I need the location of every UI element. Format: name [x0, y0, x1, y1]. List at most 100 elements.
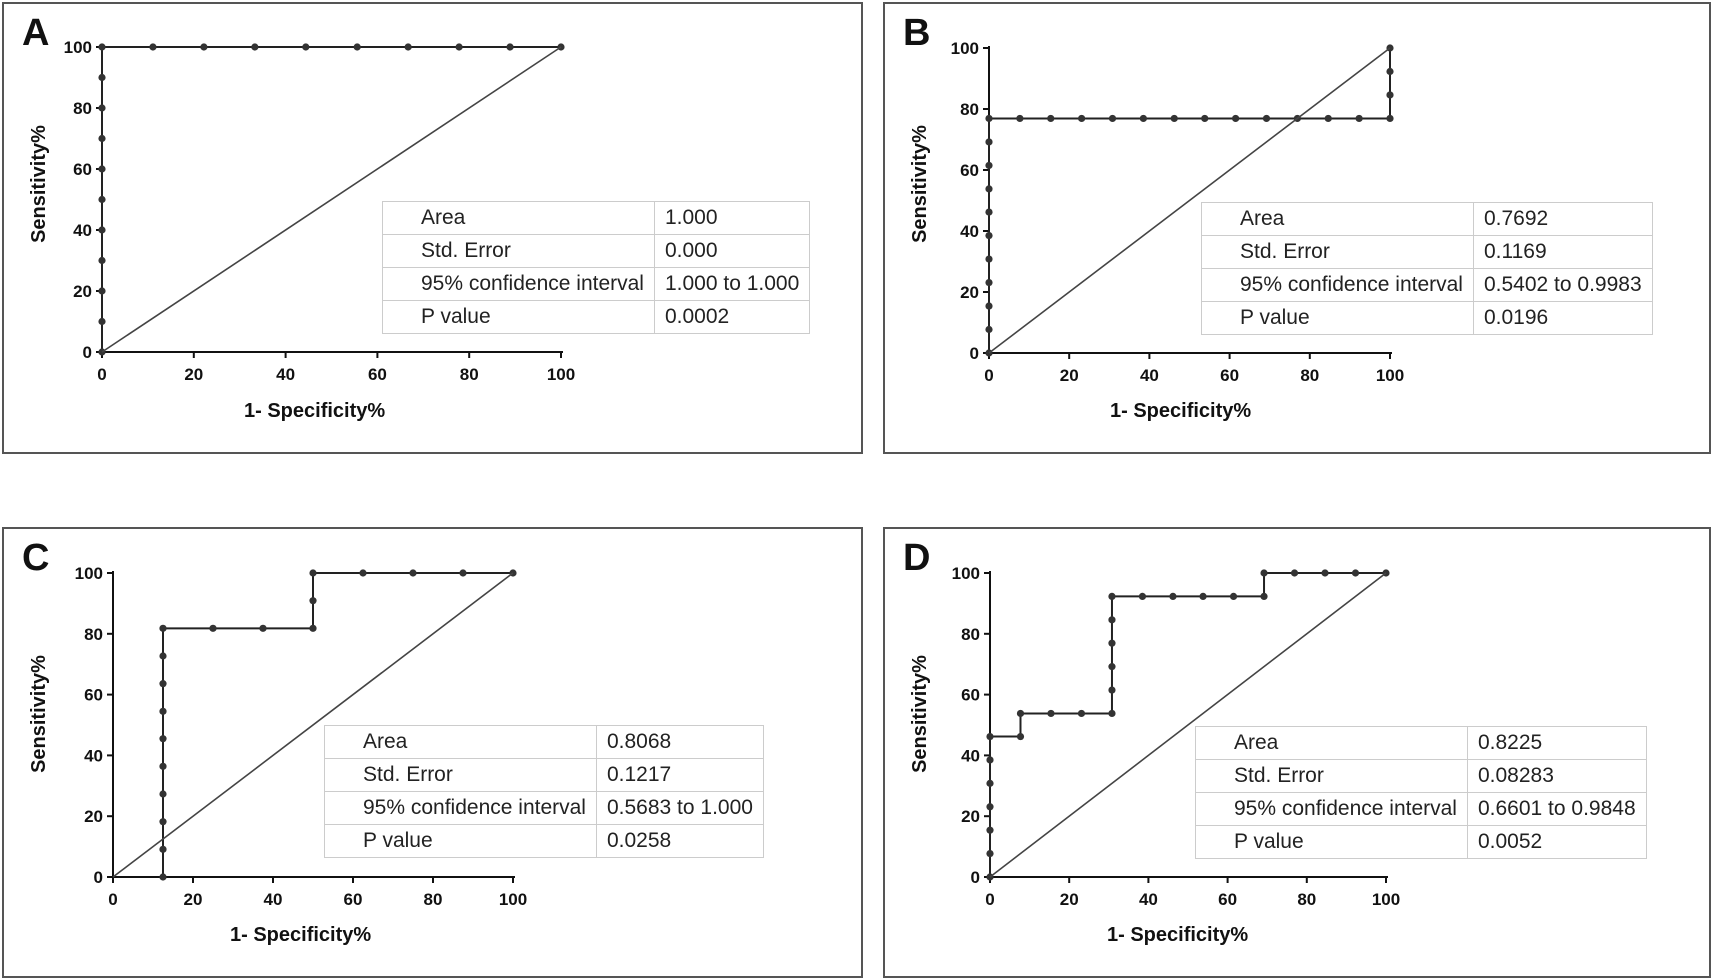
stats-label: Std. Error: [324, 758, 597, 792]
stats-table: Area 0.7692 Std. Error 0.1169 95% confiden…: [1201, 202, 1653, 335]
stats-label: Area: [382, 201, 655, 235]
stats-value: 0.0258: [595, 824, 764, 858]
y-tick-label: 0: [94, 868, 103, 887]
roc-data-point: [986, 803, 994, 811]
roc-data-point: [985, 255, 993, 263]
x-tick-label: 20: [1060, 366, 1079, 385]
roc-data-point: [985, 208, 993, 216]
roc-data-point: [409, 569, 417, 577]
roc-data-point: [98, 165, 106, 173]
roc-chart-a: 0 20 40 60 80 100 0 20 40 60 80 100: [64, 38, 576, 384]
x-axis-label: 1- Specificity%: [244, 400, 386, 422]
roc-data-point: [506, 43, 514, 51]
stats-label: 95% confidence interval: [382, 267, 655, 301]
roc-data-point: [159, 624, 167, 632]
stats-table: Area 0.8225 Std. Error 0.08283 95% confide…: [1195, 726, 1647, 859]
roc-data-point: [159, 707, 167, 715]
x-tick-label: 60: [1218, 890, 1237, 909]
y-tick-label: 0: [970, 344, 979, 363]
stats-label: Area: [324, 725, 597, 759]
panel-label: B: [903, 12, 931, 54]
stats-value: 0.0196: [1472, 301, 1653, 335]
roc-panel-d: 0 20 40 60 80 100 0 20 40 60 80 100 D Sensitivity% …: [883, 527, 1711, 978]
y-tick-label: 20: [960, 283, 979, 302]
y-tick-label: 40: [961, 746, 980, 765]
stats-row: P value 0.0258: [324, 824, 764, 858]
roc-data-point: [1199, 592, 1207, 601]
stats-row: Std. Error 0.08283: [1195, 759, 1647, 793]
x-tick-label: 80: [1297, 890, 1316, 909]
roc-chart-d: 0 20 40 60 80 100 0 20 40 60 80 100: [952, 564, 1401, 909]
stats-label: 95% confidence interval: [324, 791, 597, 825]
y-tick-label: 80: [84, 625, 103, 644]
roc-data-point: [1170, 114, 1178, 123]
roc-data-point: [309, 597, 317, 605]
x-tick-label: 20: [184, 890, 203, 909]
x-tick-label: 80: [460, 365, 479, 384]
roc-data-point: [1138, 592, 1147, 601]
roc-data-point: [1016, 114, 1024, 123]
y-tick-label: 100: [952, 564, 980, 583]
roc-data-point: [200, 43, 208, 51]
stats-row: P value 0.0196: [1201, 301, 1653, 335]
roc-data-point: [353, 43, 361, 51]
x-tick-label: 40: [1139, 890, 1158, 909]
x-tick-label: 40: [1140, 366, 1159, 385]
stats-value: 0.8068: [595, 725, 764, 759]
roc-data-point: [986, 756, 994, 764]
y-tick-label: 20: [73, 282, 92, 301]
stats-row: Area 0.7692: [1201, 202, 1653, 236]
panel-label: D: [903, 537, 931, 579]
stats-table: Area 0.8068 Std. Error 0.1217 95% confiden…: [324, 725, 764, 858]
y-tick-label: 100: [64, 38, 92, 57]
roc-data-point: [1108, 114, 1117, 123]
x-axis-label: 1- Specificity%: [1107, 924, 1249, 946]
x-tick-label: 100: [499, 890, 527, 909]
roc-data-point: [302, 43, 310, 51]
roc-data-point: [1078, 114, 1086, 123]
stats-label: P value: [1195, 825, 1468, 859]
roc-data-point: [309, 569, 317, 577]
y-axis-label: Sensitivity%: [909, 655, 931, 773]
roc-data-point: [1386, 91, 1394, 99]
roc-data-point: [985, 138, 993, 146]
roc-data-point: [1108, 592, 1116, 601]
roc-panel-a: 0 20 40 60 80 100 0 20 40 60 80 100 A Sensitivity% …: [2, 2, 863, 454]
x-tick-label: 100: [1376, 366, 1404, 385]
stats-row: 95% confidence interval 1.000 to 1.000: [382, 267, 811, 301]
stats-value: 1.000 to 1.000: [653, 267, 811, 301]
roc-data-point: [1351, 569, 1360, 577]
roc-data-point: [1386, 67, 1394, 76]
stats-row: Std. Error 0.1217: [324, 758, 764, 792]
stats-label: 95% confidence interval: [1201, 268, 1474, 302]
roc-data-point: [98, 43, 106, 51]
x-tick-label: 60: [1220, 366, 1239, 385]
roc-data-point: [159, 652, 167, 660]
roc-data-point: [1355, 114, 1363, 123]
y-tick-label: 20: [84, 807, 103, 826]
x-tick-label: 0: [985, 890, 994, 909]
roc-data-point: [986, 779, 994, 787]
x-tick-label: 80: [1300, 366, 1319, 385]
y-tick-label: 60: [960, 161, 979, 180]
roc-chart-b: 0 20 40 60 80 100 0 20 40 60 80 100: [951, 39, 1405, 385]
y-tick-label: 60: [84, 686, 103, 705]
x-axis-label: 1- Specificity%: [1110, 400, 1252, 422]
y-axis-label: Sensitivity%: [28, 125, 50, 243]
stats-row: 95% confidence interval 0.5402 to 0.9983: [1201, 268, 1653, 302]
roc-data-point: [98, 134, 106, 143]
roc-data-point: [1386, 114, 1394, 123]
stats-value: 0.7692: [1472, 202, 1653, 236]
panel-label: C: [22, 537, 50, 579]
roc-data-point: [159, 845, 167, 853]
x-tick-label: 40: [264, 890, 283, 909]
y-tick-label: 60: [961, 686, 980, 705]
reference-line: [112, 572, 514, 878]
y-axis-label: Sensitivity%: [28, 655, 50, 773]
reference-line: [101, 46, 562, 353]
stats-value: 0.0052: [1466, 825, 1647, 859]
roc-data-point: [1139, 114, 1147, 123]
roc-data-point: [159, 735, 167, 743]
y-tick-label: 60: [73, 160, 92, 179]
stats-value: 0.000: [653, 234, 811, 268]
